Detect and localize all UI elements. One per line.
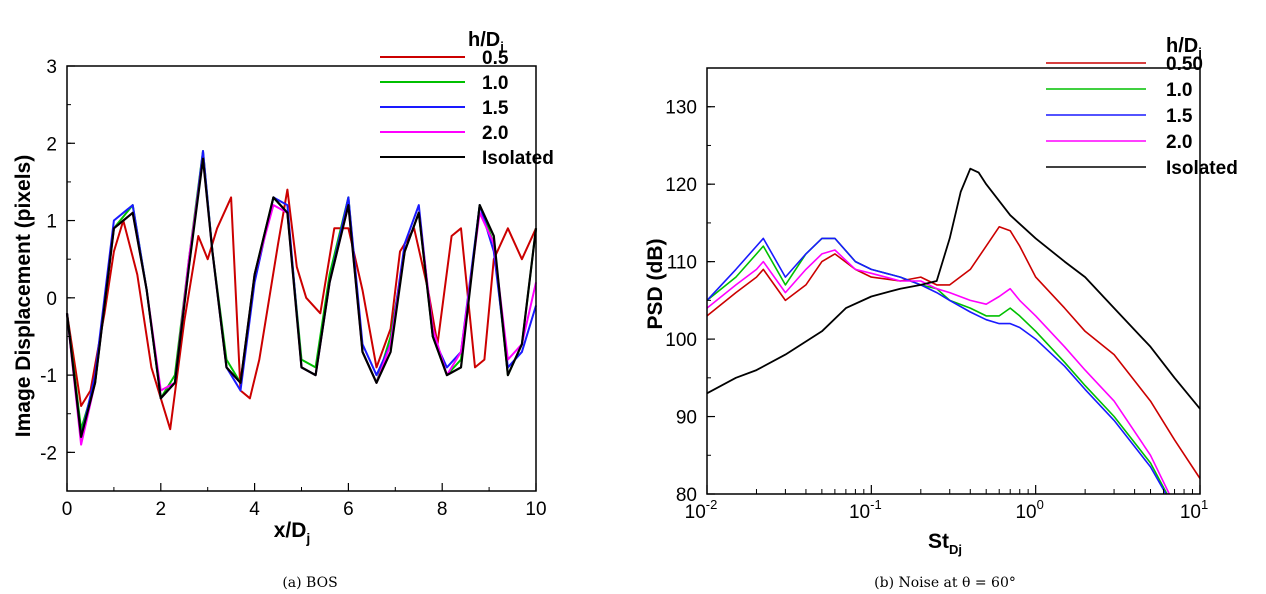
noise-y-tick-label: 80 xyxy=(676,485,697,506)
noise-legend-label: 0.50 xyxy=(1166,54,1203,75)
noise-legend-label: 1.5 xyxy=(1166,106,1193,127)
bos-y-tick-label: 3 xyxy=(46,57,57,78)
bos-y-tick-label: 1 xyxy=(46,212,57,233)
bos-y-axis-label: Image Displacement (pixels) xyxy=(12,155,35,437)
noise-legend-title-sub: j xyxy=(1197,45,1202,60)
noise-y-tick-label: 100 xyxy=(665,330,697,351)
noise-caption: (b) Noise at θ = 60° xyxy=(874,575,1016,591)
bos-x-tick-label: 2 xyxy=(156,499,167,520)
bos-y-tick-label: -2 xyxy=(40,443,57,464)
bos-series-group xyxy=(65,150,538,446)
noise-y-axis-label: PSD (dB) xyxy=(644,239,667,330)
bos-legend-title: h/Dj xyxy=(468,29,504,54)
noise-legend: h/Dj 0.50 1.0 1.5 2.0 Isolated xyxy=(1046,35,1238,179)
noise-y-tick-label: 120 xyxy=(665,175,697,196)
noise-plot-frame xyxy=(706,67,1201,495)
noise-x-tick-label: 10-2 xyxy=(685,497,718,523)
noise-y-tick-label: 130 xyxy=(665,98,697,119)
noise-series-line xyxy=(706,226,1201,479)
bos-legend-title-sub: j xyxy=(499,39,504,54)
noise-x-tick-label: 101 xyxy=(1180,497,1208,523)
noise-y-tick-label: 90 xyxy=(676,408,697,429)
bos-x-tick-label: 6 xyxy=(343,499,354,520)
bos-x-tick-label: 8 xyxy=(437,499,448,520)
noise-series-group xyxy=(706,167,1201,495)
bos-x-axis-label-sub: j xyxy=(305,530,310,546)
bos-x-tick-label: 0 xyxy=(62,499,73,520)
bos-legend-label: 1.5 xyxy=(482,98,509,119)
bos-x-tick-label: 4 xyxy=(249,499,260,520)
bos-series-line xyxy=(66,188,537,431)
noise-legend-label: Isolated xyxy=(1166,158,1238,179)
bos-legend-title-main: h/D xyxy=(468,29,500,51)
bos-y-tick-label: 0 xyxy=(46,289,57,310)
bos-caption: (a) BOS xyxy=(282,575,337,591)
bos-legend-label: 0.5 xyxy=(482,48,509,69)
bos-series-line xyxy=(66,150,537,431)
noise-x-axis-label: StDj xyxy=(928,530,962,557)
bos-x-tick-label: 10 xyxy=(525,499,546,520)
bos-legend-label: Isolated xyxy=(482,148,554,169)
noise-legend-label: 2.0 xyxy=(1166,132,1192,153)
bos-x-axis-label-main: x/D xyxy=(274,519,307,542)
noise-legend-title: h/Dj xyxy=(1166,35,1202,60)
noise-x-tick-label: 10-1 xyxy=(849,497,882,523)
bos-y-tick-label: -1 xyxy=(40,366,57,387)
noise-x-axis-label-main: St xyxy=(928,530,949,553)
noise-series-line xyxy=(706,249,1171,495)
bos-series-line xyxy=(65,157,538,438)
noise-legend-label: 1.0 xyxy=(1166,80,1192,101)
noise-series-line xyxy=(706,237,1167,495)
bos-x-axis-label: x/Dj xyxy=(274,519,311,546)
bos-legend-label: 1.0 xyxy=(482,73,508,94)
noise-y-tick-label: 110 xyxy=(667,253,697,274)
bos-legend-label: 2.0 xyxy=(482,123,508,144)
bos-series-line xyxy=(66,157,537,446)
noise-series-line xyxy=(706,167,1201,410)
noise-ticks: 10-2 10-1 100 101 80 90 100 110 120 130 xyxy=(665,67,1208,523)
bos-legend: h/Dj 0.5 1.0 1.5 2.0 Isolated xyxy=(380,29,554,169)
noise-chart: 10-2 10-1 100 101 80 90 100 110 120 130 StDj PSD … xyxy=(644,35,1238,591)
bos-y-tick-label: 2 xyxy=(46,134,57,155)
noise-x-axis-label-sub: Dj xyxy=(949,542,962,557)
noise-legend-title-main: h/D xyxy=(1166,35,1198,57)
bos-series-line xyxy=(66,150,537,438)
noise-series-line xyxy=(706,237,1168,495)
bos-ticks: 0 2 4 6 8 10 -2 -1 0 1 2 3 xyxy=(40,57,546,520)
noise-x-tick-label: 100 xyxy=(1015,497,1043,523)
